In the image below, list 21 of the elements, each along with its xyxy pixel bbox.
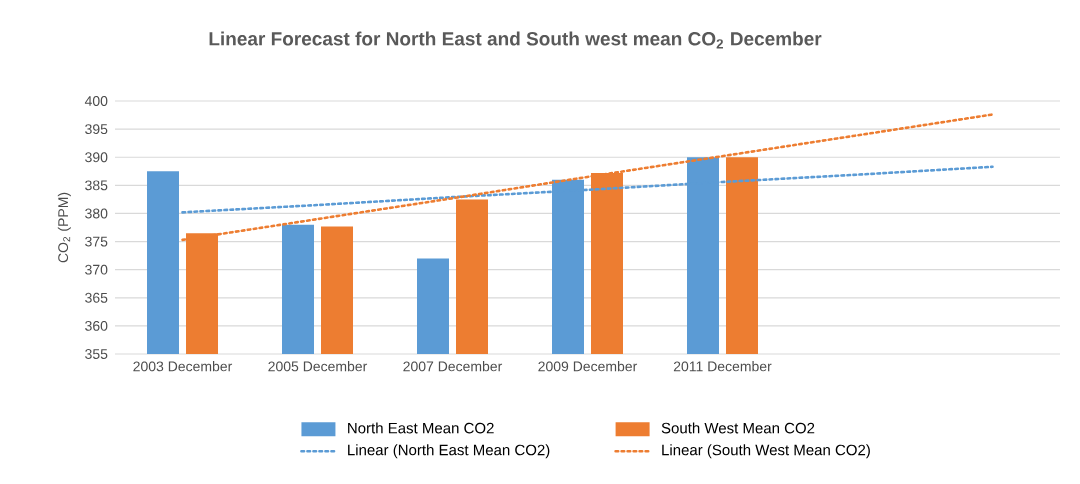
y-tick-label: 390: [85, 152, 108, 163]
chart-title: Linear Forecast for North East and South west mean CO$_{2}$ December: [209, 31, 822, 49]
x-tick-label: 2003 December: [133, 361, 233, 372]
y-tick-label: 385: [85, 180, 108, 191]
legend-label: Linear (North East Mean CO2): [348, 444, 550, 459]
x-tick-label: 2009 December: [538, 361, 638, 372]
y-axis-title: CO$_{2}$ (PPM): [57, 192, 71, 263]
legend-label: Linear (South West Mean CO2): [662, 444, 870, 459]
x-tick-label: 2007 December: [403, 361, 503, 372]
y-tick-label: 400: [84, 96, 108, 106]
legend-label: North East Mean CO2: [348, 422, 494, 434]
y-tick-label: 395: [85, 124, 108, 135]
y-tick-label: 380: [85, 208, 108, 219]
x-tick-label: 2005 December: [268, 361, 368, 372]
y-tick-label: 360: [85, 320, 108, 331]
y-tick-label: 355: [85, 349, 108, 359]
y-tick-label: 370: [85, 264, 108, 275]
y-tick-label: 365: [85, 292, 108, 303]
legend-label: South West Mean CO2: [661, 422, 815, 434]
x-tick-label: 2011 December: [673, 361, 772, 372]
y-tick-label: 375: [85, 236, 108, 247]
